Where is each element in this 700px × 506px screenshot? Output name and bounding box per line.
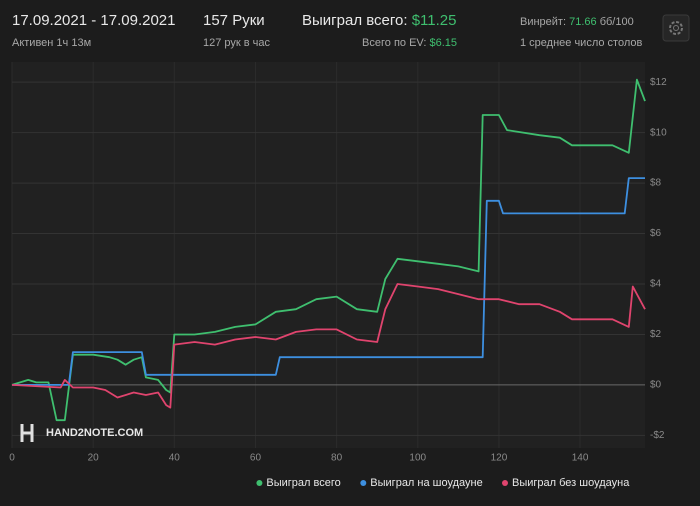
y-tick-label: $0 [650,380,662,391]
series-line [11,283,646,409]
tables: 1 среднее число столов [520,37,642,49]
winrate-unit: бб/100 [600,16,634,28]
legend-marker [360,480,367,486]
y-tick-label: $2 [650,329,662,340]
date-range: 17.09.2021 - 17.09.2021 [12,12,175,29]
hands: 157 Руки [203,12,265,29]
y-tick-label: -$2 [650,430,665,441]
y-tick-label: $10 [650,127,667,138]
x-tick-label: 80 [331,453,343,464]
y-tick-label: $4 [650,279,662,290]
x-tick-label: 140 [572,453,589,464]
winrate-value: 71.66 [569,16,597,28]
ev-label: Всего по EV: [362,37,426,49]
settings-box[interactable] [662,14,690,42]
plot-area [12,62,645,448]
y-tick-label: $6 [650,228,662,239]
legend-label: Выиграл на шоудауне [370,477,482,489]
ev-value: $6.15 [429,37,457,49]
ev: Всего по EV: $6.15 [362,37,457,49]
winrate: Винрейт: 71.66 бб/100 [520,16,634,28]
watermark: HAND2NOTE.COM [46,427,143,439]
series-line [12,177,645,386]
gear-icon [669,21,683,35]
won-total-label: Выиграл всего: [302,12,408,29]
active-time: Активен 1ч 13м [12,37,91,49]
x-tick-label: 100 [409,453,426,464]
winrate-label: Винрейт: [520,16,566,28]
x-tick-label: 0 [9,453,15,464]
x-tick-label: 20 [88,453,100,464]
watermark-logo [20,424,34,442]
y-tick-label: $12 [650,77,667,88]
won-total: Выиграл всего: $11.25 [302,12,456,29]
gear-center [673,25,679,31]
legend-marker [256,480,263,486]
settings-button[interactable] [662,14,690,42]
y-tick-label: $8 [650,178,662,189]
x-tick-label: 120 [491,453,508,464]
legend-marker [502,480,508,486]
hands-per-hour: 127 рук в час [203,37,271,49]
legend-label: Выиграл без шоудауна [512,477,630,489]
x-tick-label: 60 [250,453,262,464]
legend-label: Выиграл всего [266,477,340,489]
x-tick-label: 40 [169,453,181,464]
won-total-value: $11.25 [412,12,457,29]
series-line [11,78,646,422]
